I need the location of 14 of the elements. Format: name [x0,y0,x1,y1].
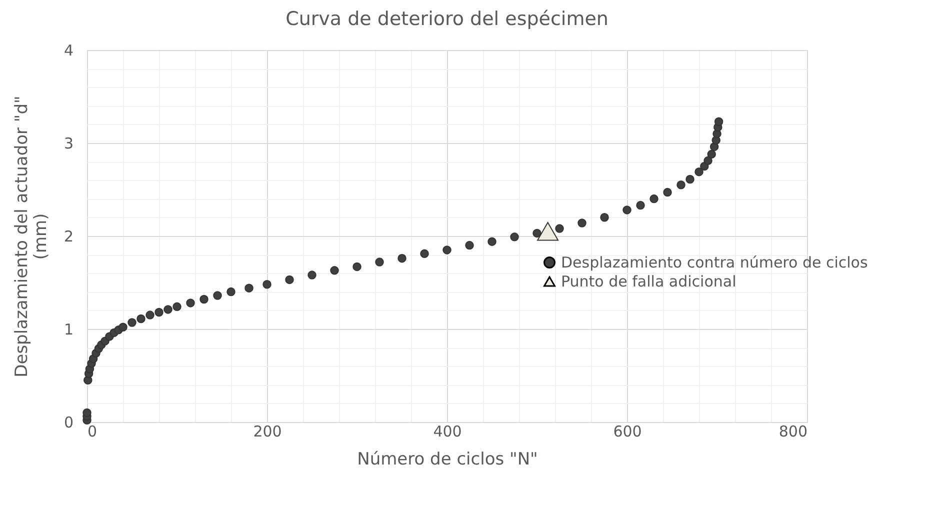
x-axis-title: Número de ciclos "N" [357,450,538,470]
chart-title: Curva de deterioro del espécimen [286,8,608,30]
x-tick-label: 800 [778,422,808,440]
x-tick-label: 0 [88,422,98,440]
y-tick-label: 4 [64,42,74,60]
y-tick-label: 1 [64,320,74,338]
x-tick-label: 200 [253,422,282,440]
legend-label: Punto de falla adicional [561,272,736,290]
y-axis-title: Desplazamiento del actuador "d" (mm) [12,96,51,378]
x-tick-label: 600 [613,422,642,440]
y-tick-label: 3 [64,134,74,152]
y-tick-label: 2 [64,228,74,246]
legend-label: Desplazamiento contra número de ciclos [561,254,868,272]
x-tick-label: 400 [433,422,462,440]
